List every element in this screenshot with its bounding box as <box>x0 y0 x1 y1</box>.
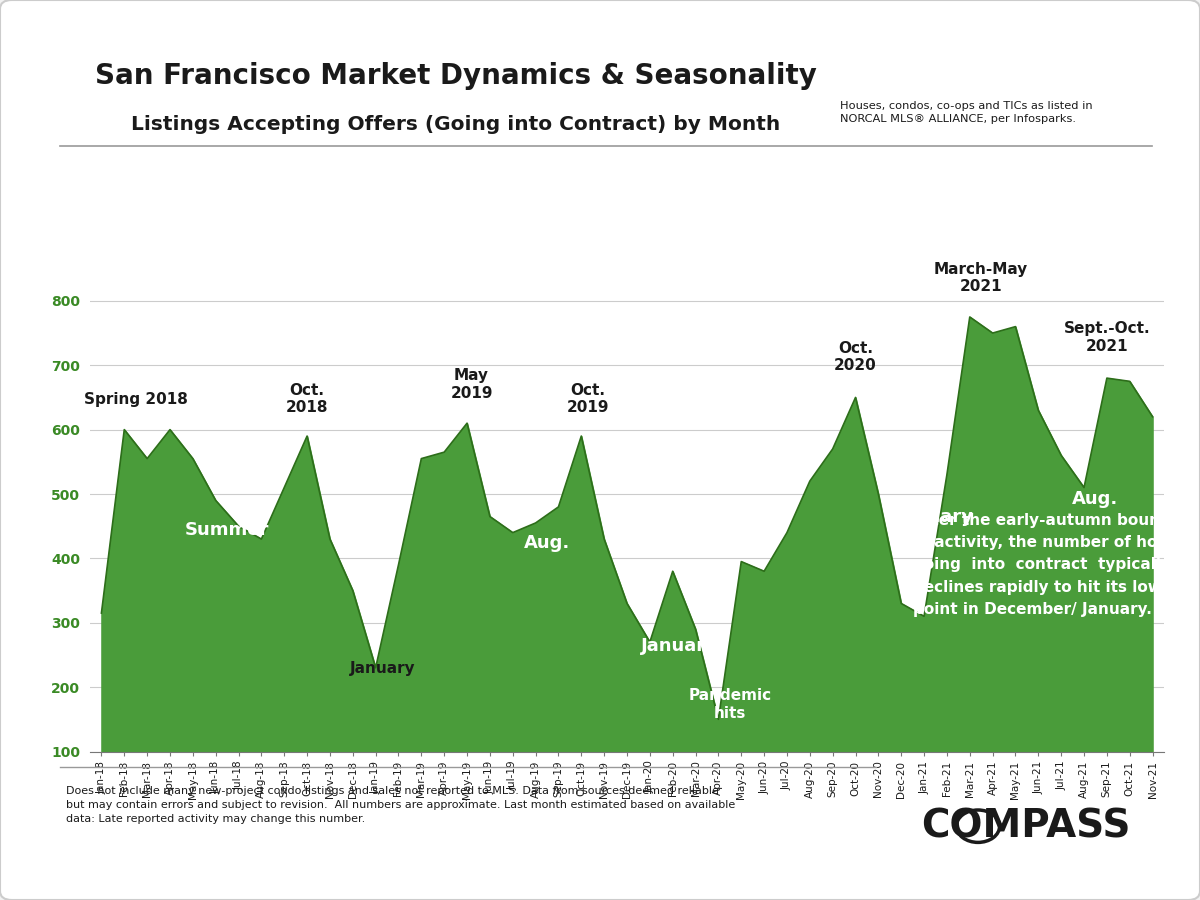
Text: Houses, condos, co-ops and TICs as listed in
NORCAL MLS® ALLIANCE, per Infospark: Houses, condos, co-ops and TICs as liste… <box>840 101 1093 124</box>
Text: San Francisco Market Dynamics & Seasonality: San Francisco Market Dynamics & Seasonal… <box>95 62 817 91</box>
Text: Sept.-Oct.
2021: Sept.-Oct. 2021 <box>1063 321 1150 354</box>
Text: Oct.
2019: Oct. 2019 <box>566 383 610 416</box>
Text: Spring 2018: Spring 2018 <box>84 392 187 407</box>
Text: Does not include many new-project condo listings and sales not reported to MLS. : Does not include many new-project condo … <box>66 787 736 824</box>
Text: Aug.: Aug. <box>524 534 570 552</box>
Text: May
2019: May 2019 <box>450 368 493 400</box>
Text: January: January <box>349 661 415 676</box>
Text: March-May
2021: March-May 2021 <box>934 262 1028 294</box>
Text: Summer: Summer <box>185 521 269 539</box>
Text: Oct.
2018: Oct. 2018 <box>286 383 329 416</box>
Text: After the early-autumn bounce
in activity, the number of homes
going  into  cont: After the early-autumn bounce in activit… <box>913 513 1193 617</box>
Text: Pandemic
hits: Pandemic hits <box>689 688 772 721</box>
Text: January: January <box>898 508 974 526</box>
Text: COMPASS: COMPASS <box>922 807 1130 845</box>
Text: Aug.: Aug. <box>1073 491 1118 508</box>
Text: Listings Accepting Offers (Going into Contract) by Month: Listings Accepting Offers (Going into Co… <box>131 114 781 134</box>
Text: January: January <box>641 637 718 655</box>
Text: Oct.
2020: Oct. 2020 <box>834 340 877 373</box>
